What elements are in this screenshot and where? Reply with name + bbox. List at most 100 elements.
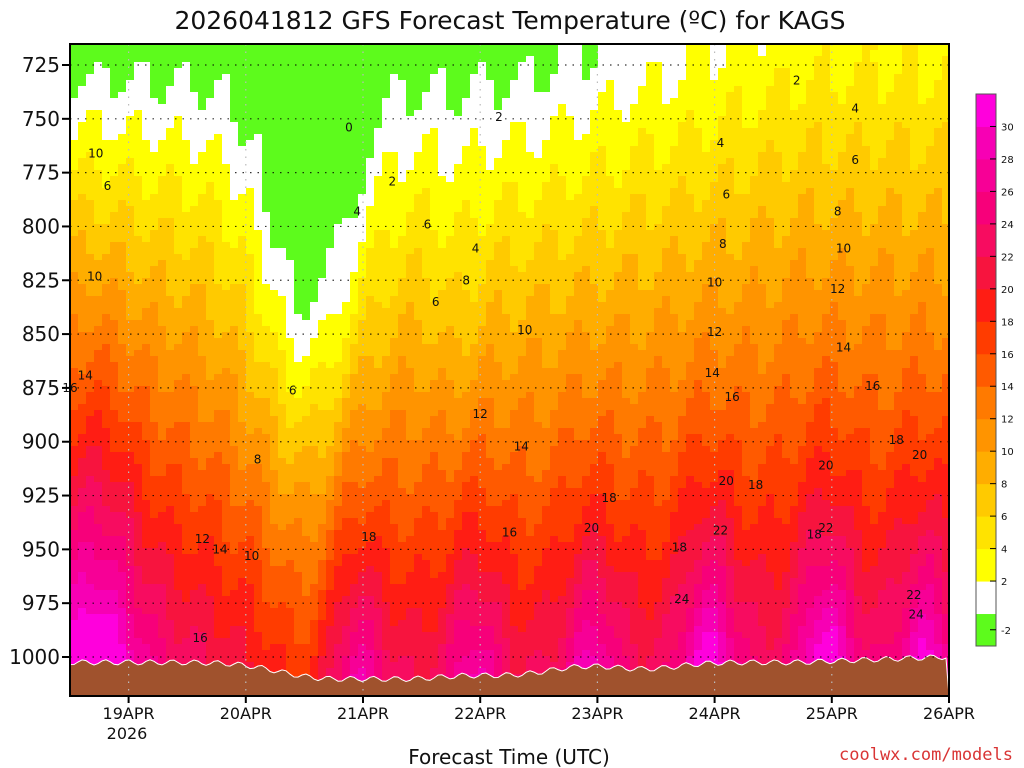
colorbar-bin [976,581,996,615]
colorbar-label: 18 [1001,317,1014,328]
contour-label: 18 [807,528,822,542]
contour-label: 18 [361,530,376,544]
x-tick-label: 25APR [806,704,858,723]
contour-label: 18 [889,433,904,447]
colorbar-bin [976,353,996,387]
y-tick-label: 725 [22,53,60,77]
colorbar-label: 8 [1001,480,1007,491]
contour-label: 24 [909,607,924,621]
colorbar-label: 10 [1001,447,1014,458]
contour-label: 10 [87,269,102,283]
contour-label: 6 [424,218,432,232]
contour-label: 10 [836,241,851,255]
contour-label: 4 [717,136,725,150]
colorbar-bin [976,386,996,420]
y-tick-label: 975 [22,591,60,615]
plot-frame [69,43,950,697]
contour-labels: 0222444466666688881010101010101212121214… [62,73,927,645]
y-tick-label: 875 [22,376,60,400]
y-tick-label: 950 [22,537,60,561]
contour-label: 14 [212,543,227,557]
contour-label: 14 [705,366,720,380]
contour-label: 10 [517,323,532,337]
colorbar-label: 26 [1001,187,1014,198]
contour-label: 20 [818,459,833,473]
contour-label: 12 [195,532,210,546]
x-axis-year: 2026 [107,724,148,743]
contour-label: 6 [289,383,297,397]
colorbar-bin [976,516,996,550]
y-tick-label: 925 [22,484,60,508]
colorbar-bin [976,483,996,517]
x-axis: 19APR 20APR 21APR 22APR 23APR 24APR 25APR 26APR [103,696,975,723]
y-tick-label: 825 [22,268,60,292]
contour-label: 22 [818,521,833,535]
contour-label: 14 [514,439,529,453]
colorbar-label: 2 [1001,577,1007,588]
contour-label: 12 [830,282,845,296]
contour-label: 6 [851,153,859,167]
contour-label: 14 [78,368,93,382]
contour-label: 20 [719,474,734,488]
contour-label: 16 [192,631,207,645]
contour-label: 4 [851,101,859,115]
contour-label: 8 [834,205,842,219]
contour-label: 6 [722,187,730,201]
contour-label: 16 [865,379,880,393]
y-axis: 725 750 775 800 825 850 875 900 925 950 975 1000 [9,53,70,669]
y-tick-label: 775 [22,161,60,185]
colorbar-bin [976,126,996,160]
contour-label: 10 [707,276,722,290]
chart-title: 2026041812 GFS Forecast Temperature (ºC)… [174,6,845,35]
colorbar-label: 14 [1001,382,1014,393]
contour-label: 14 [836,340,851,354]
contour-label: 18 [748,478,763,492]
colorbar-bin [976,613,996,647]
x-tick-label: 21APR [337,704,389,723]
colorbar-bin [976,288,996,322]
contour-label: 8 [719,237,727,251]
contour-label: 8 [254,452,262,466]
colorbar-label: 16 [1001,350,1014,361]
plot-area [70,44,949,696]
colorbar-label: 24 [1001,220,1014,231]
colorbar-label: 4 [1001,545,1007,556]
contour-label: 12 [473,407,488,421]
contour-label: 16 [502,525,517,539]
y-tick-label: 750 [22,107,60,131]
credit-link[interactable]: coolwx.com/models [839,745,1013,765]
contour-label: 24 [674,592,689,606]
colorbar-label: 22 [1001,252,1014,263]
colorbar-bin [976,191,996,225]
contour-label: 12 [707,325,722,339]
contour-label: 20 [912,448,927,462]
x-tick-label: 19APR [103,704,155,723]
colorbar-label: 20 [1001,285,1014,296]
x-tick-label: 26APR [923,704,975,723]
contour-label: 18 [601,491,616,505]
contour-label: 2 [388,175,396,189]
contour-label: 8 [462,274,470,288]
y-tick-label: 800 [22,214,60,238]
colorbar-bin [976,418,996,452]
contour-label: 18 [672,541,687,555]
contour-label: 20 [584,521,599,535]
colorbar-frame [975,93,997,647]
contour-label: 0 [345,121,353,135]
colorbar-bin [976,321,996,355]
colorbar-label: 30 [1001,122,1014,133]
contour-label: 6 [104,179,112,193]
x-tick-label: 20APR [220,704,272,723]
colorbar-label: 28 [1001,155,1014,166]
contour-label: 4 [472,241,480,255]
y-tick-label: 1000 [9,645,60,669]
colorbar-bin [976,94,996,127]
x-tick-label: 23APR [571,704,623,723]
x-tick-label: 22APR [454,704,506,723]
contour-label: 22 [906,588,921,602]
colorbar-label: -2 [1001,626,1011,637]
colorbar-label: 6 [1001,512,1007,523]
contour-label: 2 [793,73,801,87]
colorbar-label: 12 [1001,415,1014,426]
